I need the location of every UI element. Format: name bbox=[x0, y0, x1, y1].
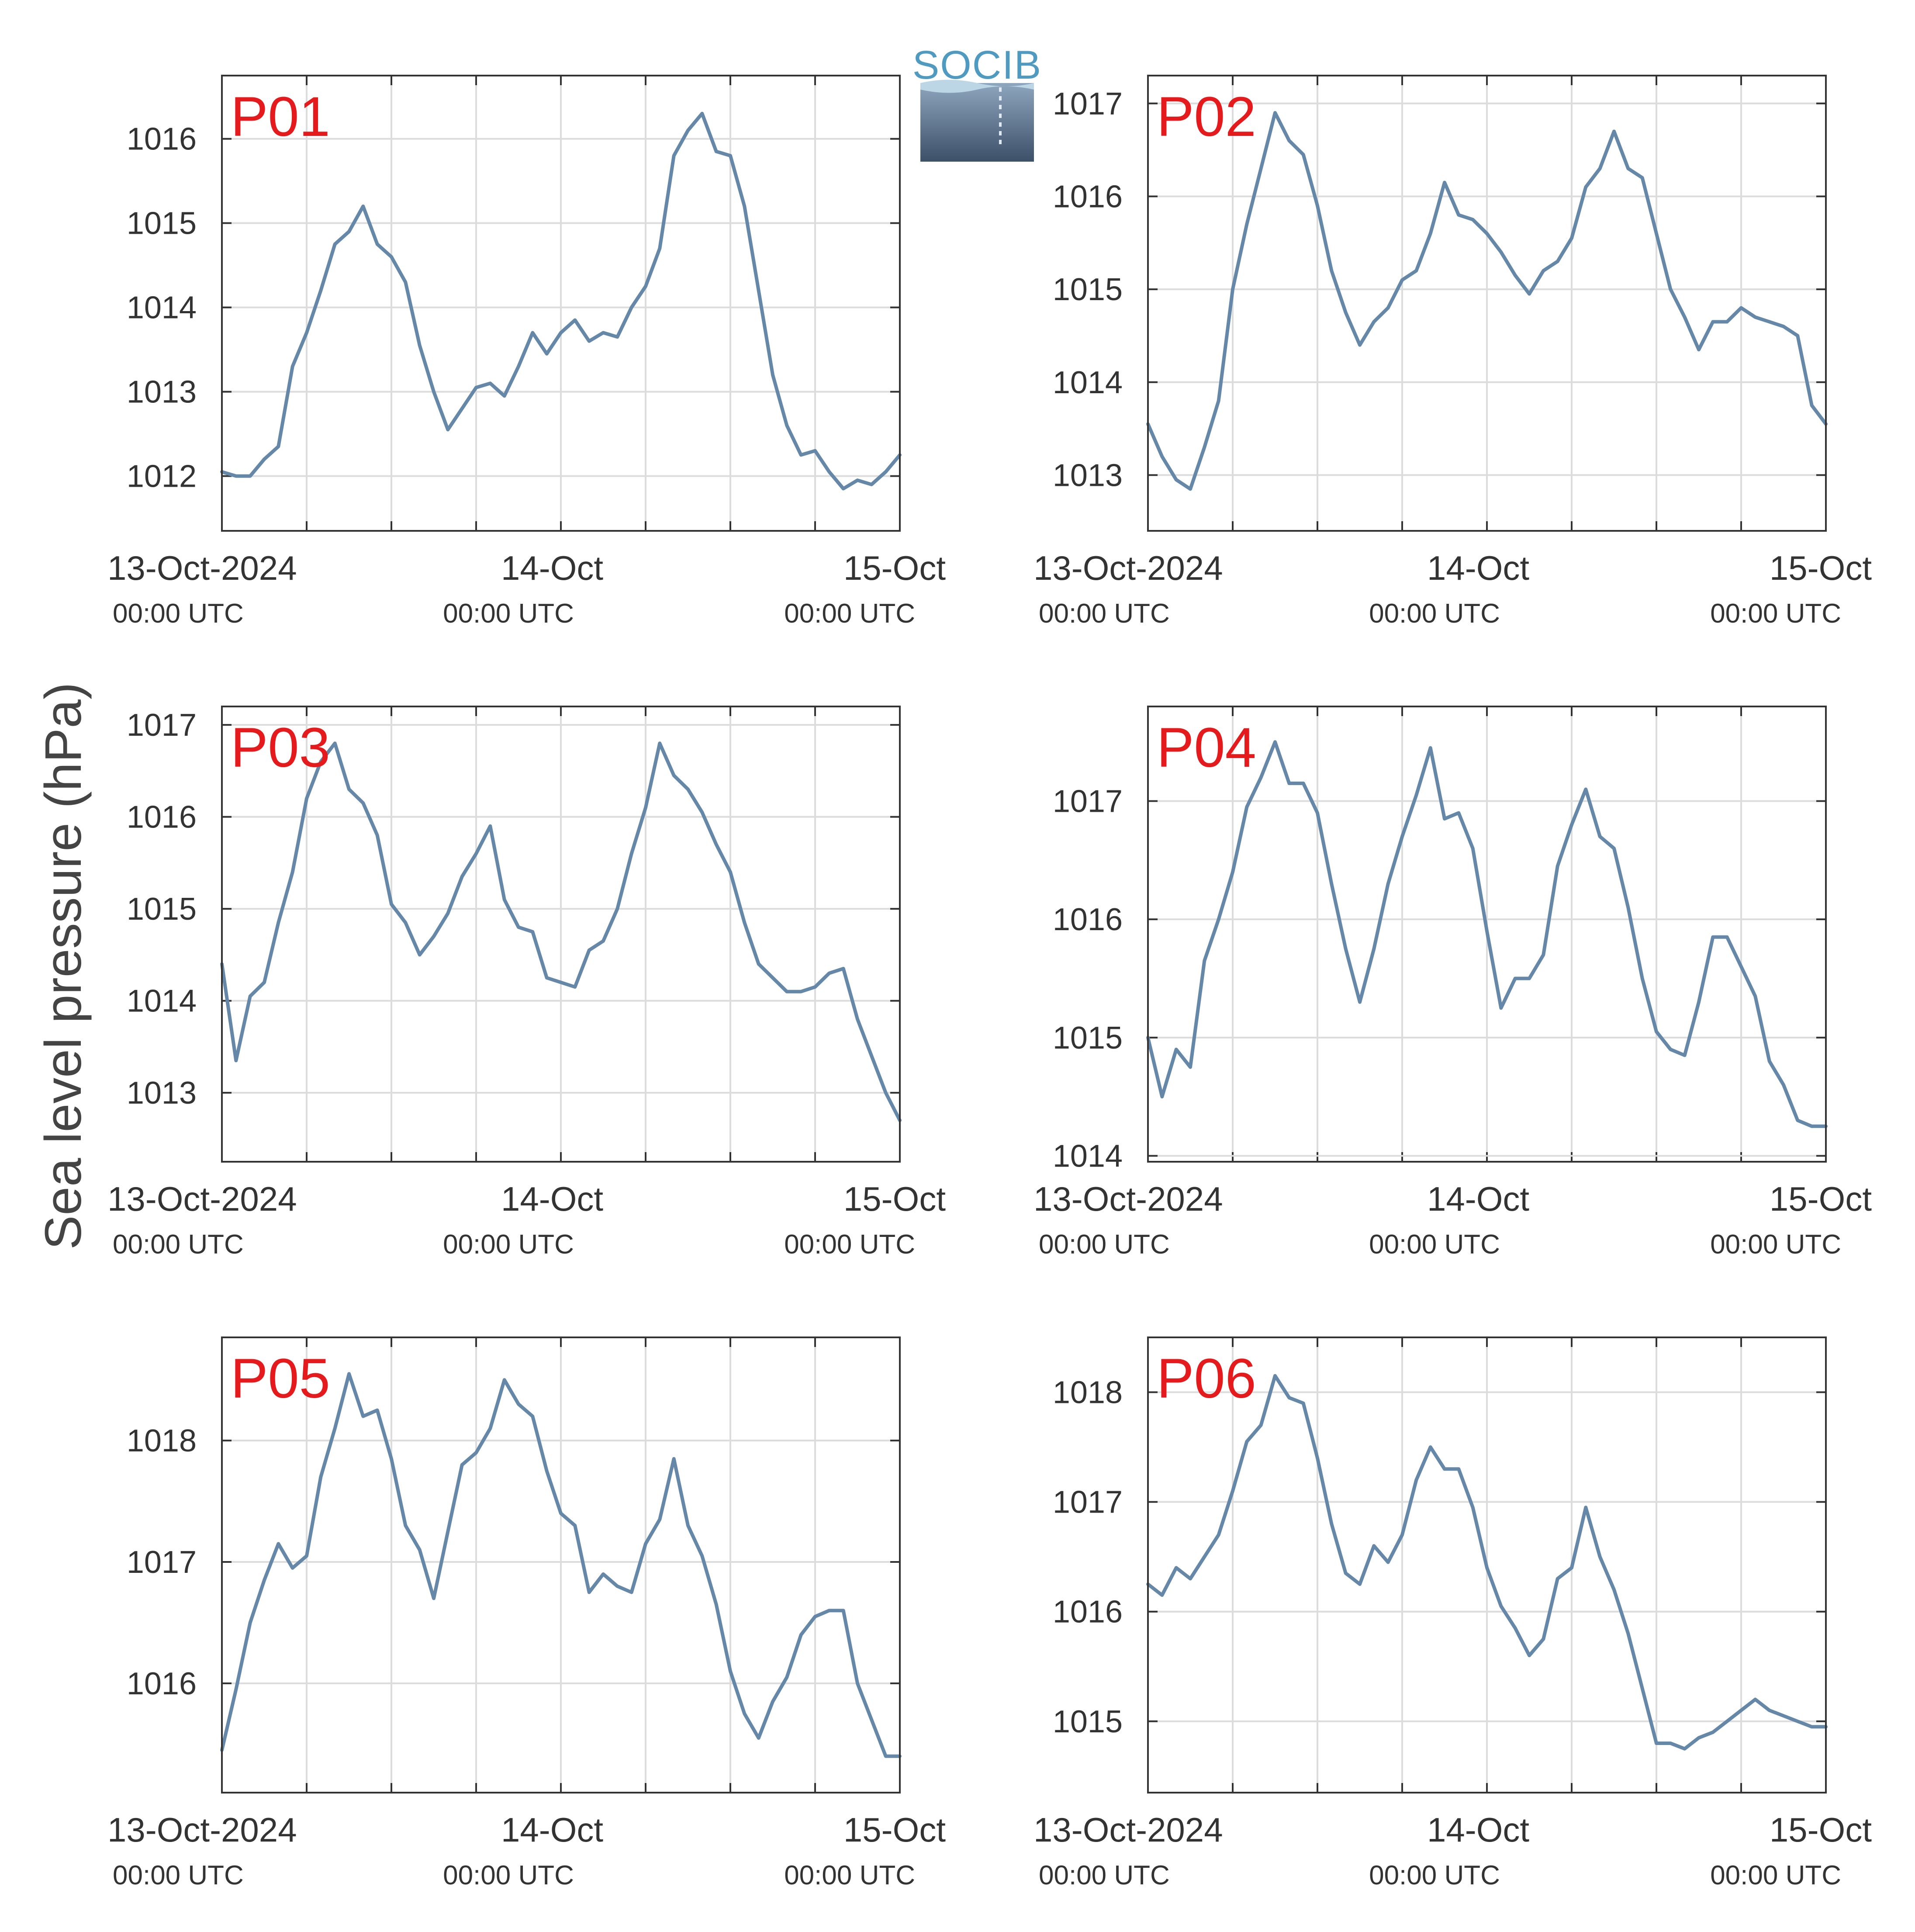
y-tick-label: 1014 bbox=[1053, 365, 1123, 400]
panel-p01: 1012 1013 1014 1015 1016 13-Oct-2024 00:00 UTC… bbox=[107, 75, 946, 629]
x-tick-time-label: 00:00 UTC bbox=[1710, 1229, 1841, 1260]
x-tick-date-label: 15-Oct bbox=[1770, 549, 1872, 587]
x-tick-time-label: 00:00 UTC bbox=[1369, 599, 1500, 629]
series-line-p02 bbox=[1146, 111, 1828, 491]
series-line-p03 bbox=[220, 741, 902, 1122]
logo-text: SOCIB bbox=[913, 43, 1042, 87]
y-tick-label: 1013 bbox=[127, 1076, 197, 1111]
y-tick-label: 1015 bbox=[1053, 1704, 1123, 1739]
x-tick-time-label: 00:00 UTC bbox=[113, 1229, 244, 1260]
y-tick-label: 1018 bbox=[1053, 1375, 1123, 1410]
x-tick-time-label: 00:00 UTC bbox=[1369, 1229, 1500, 1260]
x-tick-time-label: 00:00 UTC bbox=[113, 1860, 244, 1890]
axes-frame bbox=[221, 1336, 901, 1794]
y-tick-label: 1015 bbox=[1053, 1021, 1123, 1056]
axes-frame bbox=[1147, 706, 1827, 1163]
y-tick-label: 1015 bbox=[127, 892, 197, 927]
socib-logo: SOCIB bbox=[913, 43, 1042, 162]
x-tick-time-label: 00:00 UTC bbox=[784, 599, 915, 629]
x-tick-time-label: 00:00 UTC bbox=[1039, 1229, 1170, 1260]
y-tick-label: 1016 bbox=[127, 800, 197, 835]
axes-frame bbox=[1147, 1336, 1827, 1794]
y-tick-label: 1017 bbox=[127, 708, 197, 743]
y-tick-label: 1016 bbox=[127, 122, 197, 157]
y-tick-label: 1016 bbox=[127, 1666, 197, 1701]
x-tick-date-label: 14-Oct bbox=[501, 1180, 603, 1218]
y-tick-label: 1016 bbox=[1053, 179, 1123, 214]
y-tick-label: 1018 bbox=[127, 1423, 197, 1458]
x-tick-date-label: 15-Oct bbox=[843, 549, 946, 587]
panel-p04: 1014 1015 1016 1017 13-Oct-2024 00:00 UTC 14-O… bbox=[1034, 706, 1872, 1260]
panel-p06: 1015 1016 1017 1018 13-Oct-2024 00:00 UTC 14-O… bbox=[1034, 1336, 1872, 1890]
y-tick-label: 1013 bbox=[127, 375, 197, 410]
x-tick-date-label: 15-Oct bbox=[1770, 1180, 1872, 1218]
x-tick-date-label: 15-Oct bbox=[843, 1811, 946, 1849]
x-tick-time-label: 00:00 UTC bbox=[784, 1229, 915, 1260]
panel-p05: 1016 1017 1018 13-Oct-2024 00:00 UTC 14-Oct 00… bbox=[107, 1336, 946, 1890]
x-tick-time-label: 00:00 UTC bbox=[443, 1229, 574, 1260]
x-tick-date-label: 14-Oct bbox=[501, 1811, 603, 1849]
x-tick-date-label: 14-Oct bbox=[1427, 1180, 1529, 1218]
panel-label: P04 bbox=[1157, 717, 1256, 779]
x-tick-date-label: 15-Oct bbox=[843, 1180, 946, 1218]
panel-label: P02 bbox=[1157, 86, 1256, 148]
x-tick-time-label: 00:00 UTC bbox=[443, 599, 574, 629]
x-tick-date-label: 13-Oct-2024 bbox=[107, 1180, 297, 1218]
x-tick-date-label: 13-Oct-2024 bbox=[107, 549, 297, 587]
y-tick-label: 1016 bbox=[1053, 902, 1123, 937]
y-tick-label: 1017 bbox=[1053, 784, 1123, 819]
x-tick-time-label: 00:00 UTC bbox=[1039, 599, 1170, 629]
y-tick-label: 1014 bbox=[127, 291, 197, 325]
x-tick-date-label: 14-Oct bbox=[1427, 1811, 1529, 1849]
panel-label: P03 bbox=[231, 717, 330, 779]
x-tick-date-label: 13-Oct-2024 bbox=[1034, 549, 1223, 587]
y-tick-label: 1015 bbox=[127, 206, 197, 241]
x-tick-time-label: 00:00 UTC bbox=[784, 1860, 915, 1890]
y-tick-label: 1017 bbox=[1053, 87, 1123, 121]
series-line-p01 bbox=[220, 111, 902, 491]
x-tick-date-label: 13-Oct-2024 bbox=[1034, 1180, 1223, 1218]
y-tick-label: 1012 bbox=[127, 459, 197, 494]
axes-frame bbox=[221, 75, 901, 532]
x-tick-date-label: 13-Oct-2024 bbox=[107, 1811, 297, 1849]
series-line-p06 bbox=[1146, 1374, 1828, 1751]
x-tick-date-label: 14-Oct bbox=[1427, 549, 1529, 587]
x-tick-date-label: 13-Oct-2024 bbox=[1034, 1811, 1223, 1849]
axes-frame bbox=[221, 706, 901, 1163]
y-axis-label: Sea level pressure (hPa) bbox=[35, 682, 92, 1250]
logo-box bbox=[920, 83, 1034, 162]
panel-label: P05 bbox=[231, 1347, 330, 1410]
y-tick-label: 1014 bbox=[1053, 1139, 1123, 1174]
x-tick-date-label: 14-Oct bbox=[501, 549, 603, 587]
x-tick-time-label: 00:00 UTC bbox=[1710, 599, 1841, 629]
x-tick-time-label: 00:00 UTC bbox=[1369, 1860, 1500, 1890]
series-line-p05 bbox=[220, 1372, 902, 1758]
panel-p02: 1013 1014 1015 1016 1017 13-Oct-2024 00:00 UTC… bbox=[1034, 75, 1872, 629]
x-tick-date-label: 15-Oct bbox=[1770, 1811, 1872, 1849]
x-tick-time-label: 00:00 UTC bbox=[443, 1860, 574, 1890]
x-tick-time-label: 00:00 UTC bbox=[1710, 1860, 1841, 1890]
y-tick-label: 1017 bbox=[127, 1545, 197, 1580]
y-tick-label: 1017 bbox=[1053, 1485, 1123, 1520]
y-tick-label: 1016 bbox=[1053, 1595, 1123, 1630]
y-tick-label: 1013 bbox=[1053, 458, 1123, 493]
panel-label: P01 bbox=[231, 86, 330, 148]
axes-frame bbox=[1147, 75, 1827, 532]
logo-wave bbox=[920, 80, 1034, 93]
panel-p03: 1013 1014 1015 1016 1017 13-Oct-2024 00:00 UTC… bbox=[107, 706, 946, 1260]
y-tick-label: 1014 bbox=[127, 984, 197, 1019]
x-tick-time-label: 00:00 UTC bbox=[1039, 1860, 1170, 1890]
x-tick-time-label: 00:00 UTC bbox=[113, 599, 244, 629]
y-tick-label: 1015 bbox=[1053, 272, 1123, 307]
series-line-p04 bbox=[1146, 740, 1828, 1128]
panel-label: P06 bbox=[1157, 1347, 1256, 1410]
